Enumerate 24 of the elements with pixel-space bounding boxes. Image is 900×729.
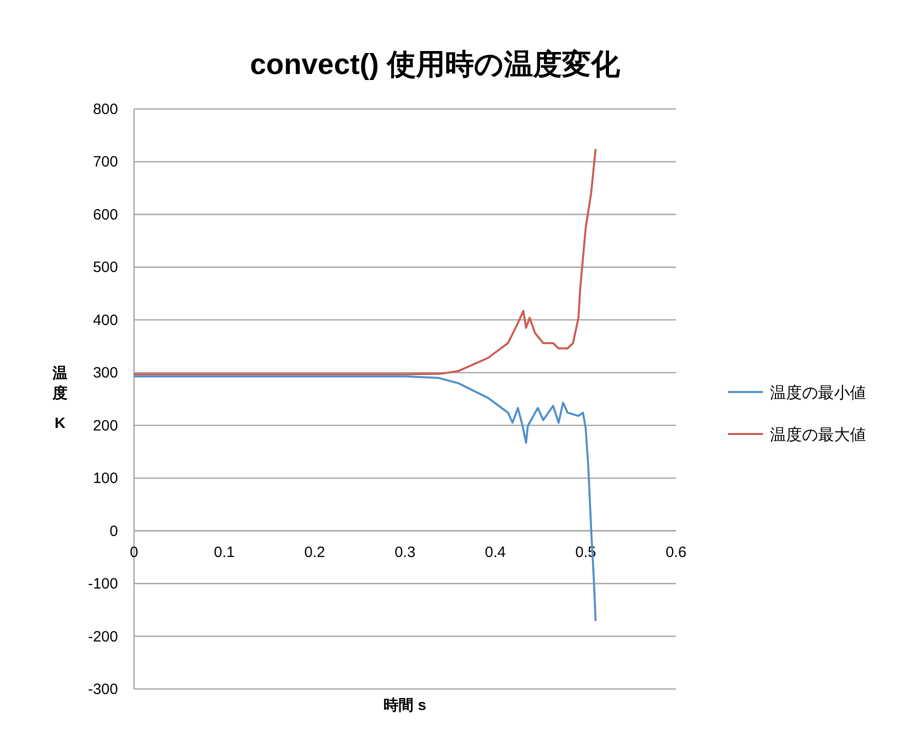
- x-tick-label: 0.1: [214, 544, 235, 561]
- y-tick-label: 400: [92, 312, 118, 329]
- y-tick-label: -200: [88, 628, 118, 646]
- y-tick-label: 100: [92, 470, 118, 488]
- y-tick-label: 700: [92, 154, 118, 171]
- line-series: [133, 148, 597, 376]
- y-tick-label: 200: [92, 417, 118, 434]
- x-tick-label: 0.2: [304, 544, 326, 561]
- legend-label: 温度の最小値: [770, 384, 866, 402]
- y-tick-label: -300: [88, 681, 118, 698]
- x-tick-label: 0.3: [394, 544, 416, 561]
- x-tick-label: 0.6: [666, 544, 686, 561]
- y-tick-label: 300: [92, 364, 118, 382]
- y-tick-label: 0: [110, 522, 118, 540]
- y-axis-title: 温度 K: [52, 365, 68, 432]
- y-tick-label: -100: [88, 576, 118, 593]
- x-tick-label: 0.4: [484, 544, 506, 561]
- y-tick-label: 500: [92, 259, 118, 276]
- y-tick-label: 800: [92, 101, 118, 118]
- chart-title: convect() 使用時の温度変化: [250, 48, 621, 81]
- legend-label: 温度の最大値: [770, 426, 866, 444]
- x-tick-label: 0: [130, 544, 138, 561]
- y-tick-label: 600: [92, 206, 118, 224]
- x-axis-title: 時間 s: [384, 697, 426, 714]
